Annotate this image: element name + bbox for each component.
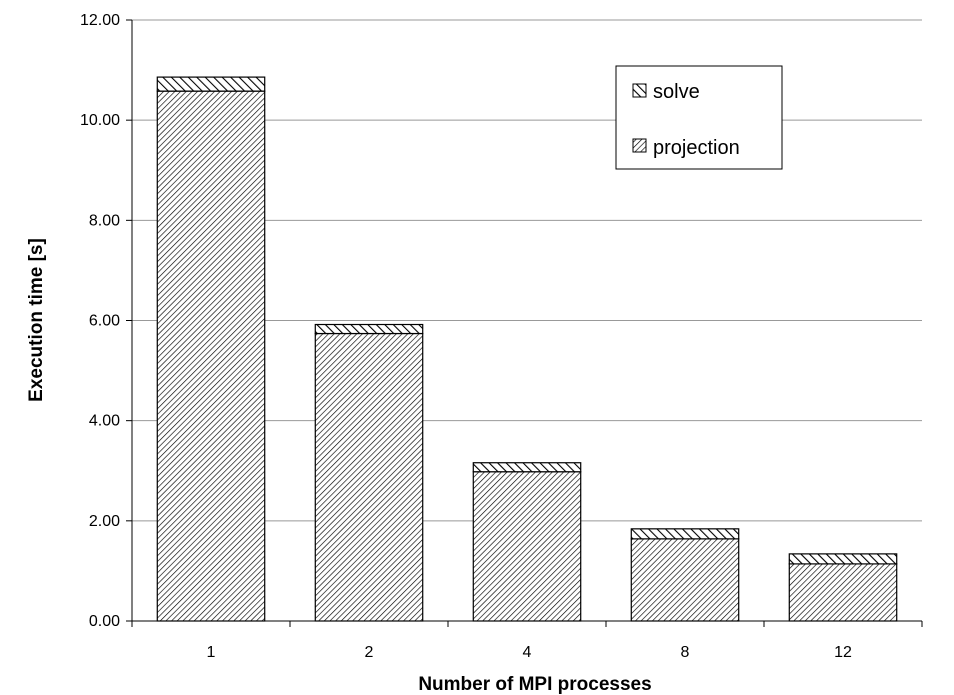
bar-solve-4 bbox=[472, 462, 582, 473]
bar-solve-12 bbox=[788, 553, 898, 565]
x-tick-label: 4 bbox=[523, 644, 532, 661]
x-tick-label: 1 bbox=[207, 644, 216, 661]
axes bbox=[126, 19, 923, 627]
legend: solve projection bbox=[615, 65, 783, 170]
x-tick-label: 12 bbox=[834, 644, 852, 661]
x-axis-title: Number of MPI processes bbox=[418, 674, 651, 695]
bar-projection-1 bbox=[156, 90, 266, 622]
y-tick-label: 0.00 bbox=[89, 613, 120, 630]
y-tick-label: 8.00 bbox=[89, 212, 120, 229]
bar-solve-2 bbox=[314, 323, 424, 335]
bar-projection-12 bbox=[788, 563, 898, 622]
legend-label-solve: solve bbox=[653, 81, 700, 103]
bar-solve-1 bbox=[156, 76, 266, 92]
bars bbox=[156, 76, 898, 622]
y-axis-title: Execution time [s] bbox=[26, 238, 47, 402]
y-tick-label: 10.00 bbox=[80, 112, 120, 129]
y-tick-label: 12.00 bbox=[80, 12, 120, 29]
y-tick-label: 6.00 bbox=[89, 313, 120, 330]
legend-label-projection: projection bbox=[653, 137, 740, 159]
y-tick-label: 4.00 bbox=[89, 413, 120, 430]
bar-projection-4 bbox=[472, 471, 582, 622]
bar-solve-8 bbox=[630, 528, 740, 540]
bar-projection-2 bbox=[314, 332, 424, 622]
legend-swatch-projection bbox=[632, 138, 647, 153]
x-tick-label: 2 bbox=[365, 644, 374, 661]
bar-projection-8 bbox=[630, 538, 740, 622]
x-tick-label: 8 bbox=[681, 644, 690, 661]
y-tick-label: 2.00 bbox=[89, 513, 120, 530]
legend-swatch-solve bbox=[632, 83, 647, 98]
